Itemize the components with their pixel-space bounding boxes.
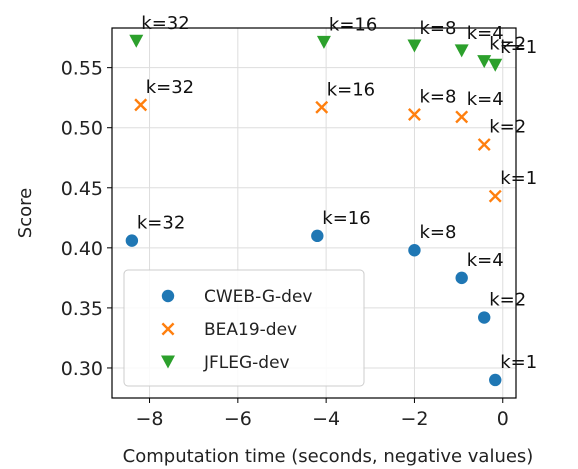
bea19-dev-point-label: k=4: [467, 89, 504, 110]
jfleg-dev-point: [129, 34, 144, 48]
x-tick-label: −8: [136, 408, 164, 430]
x-tick-label: −6: [224, 408, 252, 430]
bea19-dev-point: [488, 189, 502, 203]
jfleg-dev-point: [407, 39, 422, 53]
data-points: [125, 34, 503, 387]
legend: CWEB-G-dev BEA19-dev JFLEG-dev: [123, 269, 365, 387]
legend-box: [123, 269, 365, 387]
y-tick-label: 0.55: [61, 58, 103, 80]
jfleg-dev-point-label: k=1: [500, 37, 537, 58]
bea19-dev-point-label: k=2: [489, 117, 526, 138]
bea19-dev-point-label: k=8: [419, 86, 456, 107]
cweb-g-dev-point: [455, 271, 468, 285]
bea19-dev-point: [134, 98, 148, 112]
grid: [112, 28, 516, 398]
cweb-g-dev-point: [125, 234, 139, 247]
x-tick-label: 0: [497, 408, 509, 430]
cweb-g-dev-point: [478, 311, 491, 324]
jfleg-dev-point-label: k=4: [467, 23, 504, 44]
cweb-g-dev-point: [489, 373, 502, 387]
x-axis-label: Computation time (seconds, negative valu…: [123, 446, 534, 467]
jfleg-dev-point: [454, 44, 469, 58]
y-tick-label: 0.40: [61, 238, 103, 260]
bea19-dev-point: [477, 138, 491, 151]
bea19-dev-point: [315, 100, 329, 114]
jfleg-dev-point: [316, 35, 331, 49]
legend-marker-cweb-g-dev: [161, 289, 175, 303]
cweb-g-dev-point: [408, 244, 421, 257]
point-labels: k=32 k=16k=8k=4k=2k=1k=32 k=16 k=8 k=4k=2k=1…: [137, 13, 537, 373]
cweb-g-dev-point-label: k=8: [419, 222, 456, 243]
jfleg-dev-point: [477, 55, 492, 69]
jfleg-dev-point-label: k=32: [141, 13, 189, 34]
y-tick-label: 0.50: [61, 118, 103, 140]
bea19-dev-point-label: k=32: [146, 77, 194, 98]
y-tick-label: 0.30: [61, 358, 103, 380]
cweb-g-dev-point-label: k=16: [322, 208, 370, 229]
legend-label-jfleg-dev: JFLEG-dev: [203, 353, 290, 373]
cweb-g-dev-point-label: k=32: [137, 213, 185, 234]
jfleg-dev-point-label: k=8: [419, 18, 456, 39]
bea19-dev-point-label: k=16: [327, 79, 375, 100]
legend-label-bea19-dev: BEA19-dev: [204, 320, 297, 340]
plot-frame: [111, 27, 517, 399]
jfleg-dev-point-label: k=16: [329, 14, 377, 35]
cweb-g-dev-point-label: k=1: [500, 352, 537, 373]
legend-marker-bea19-dev: [161, 322, 175, 336]
legend-label-cweb-g-dev: CWEB-G-dev: [204, 287, 312, 307]
x-tick-label: −4: [312, 408, 340, 430]
y-axis-label: Score: [15, 188, 36, 238]
y-tick-label: 0.35: [61, 298, 103, 320]
cweb-g-dev-point-label: k=4: [467, 250, 504, 271]
legend-marker-jfleg-dev: [161, 355, 175, 369]
bea19-dev-point: [455, 110, 469, 124]
x-tick-label: −2: [400, 408, 428, 430]
jfleg-dev-point-label: k=2: [489, 34, 526, 55]
bea19-dev-point-label: k=1: [500, 168, 537, 189]
axes: −8 −6 −4 −2 0 0.30 0.35 0.40 0.45 0.50 0.55 Computa…: [15, 27, 534, 467]
cweb-g-dev-point: [311, 229, 324, 243]
bea19-dev-point: [407, 108, 421, 121]
y-tick-label: 0.45: [61, 178, 103, 200]
jfleg-dev-point: [488, 58, 503, 72]
cweb-g-dev-point-label: k=2: [489, 290, 526, 311]
